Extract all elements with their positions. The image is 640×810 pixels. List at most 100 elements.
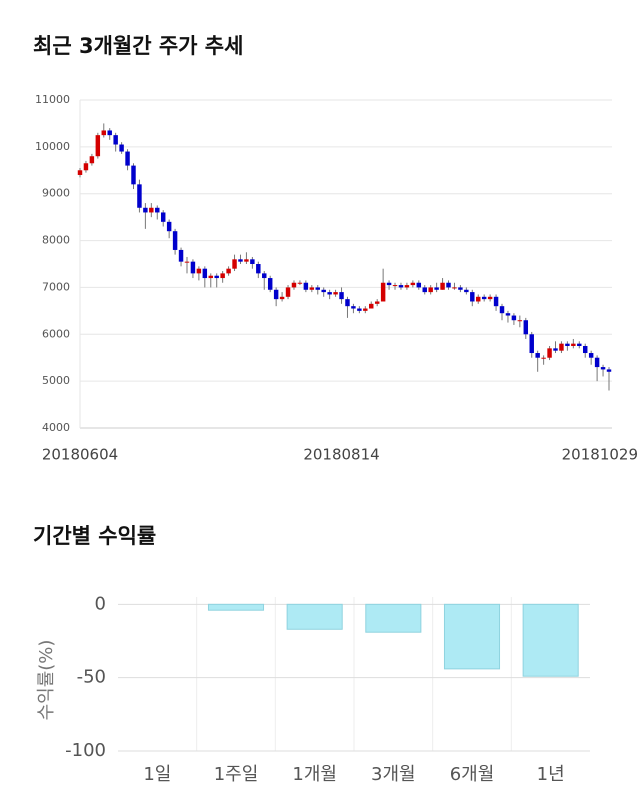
candle-body [565,343,570,346]
candle-body [273,289,279,300]
candle-body [499,306,505,314]
candle-body [464,289,469,293]
x-tick-label: 1일 [143,764,171,785]
candle-body [214,275,219,279]
candle-body [481,296,487,300]
candle-body [202,268,208,279]
y-tick-label: 9000 [42,187,70,200]
y-tick-label: 8000 [42,234,70,247]
candle-body [511,315,517,321]
candle-body [178,249,184,262]
candle-body [220,273,225,279]
candle-body [398,285,404,288]
candle-body [184,261,190,263]
candle-body [571,343,576,346]
candle-body [422,287,427,293]
candle-body [262,273,267,279]
candle-body [577,343,582,346]
candle-body [131,165,136,185]
candle-body [434,287,439,290]
candle-body [267,278,273,290]
candle-body [160,212,166,222]
candle-body [351,306,356,309]
y-tick-label: -50 [77,667,106,688]
x-tick-label: 1개월 [292,764,337,785]
candle-body [559,343,564,351]
candle-body [196,268,202,274]
bar [207,603,265,611]
x-tick-label: 20181029 [562,446,638,464]
candle-body [345,299,350,307]
x-tick-label: 3개월 [371,764,416,785]
candle-body [517,320,523,322]
candle-body [172,231,178,250]
candle-body [470,292,475,302]
candle-body [404,285,410,288]
candle-body [363,308,368,311]
candle-body [321,289,326,293]
y-axis-label: 수익률(%) [36,640,57,721]
candle-body [392,285,398,287]
candle-body [357,308,362,311]
chart-title: 최근 3개월간 주가 추세 [33,34,243,58]
candle-body [600,367,606,370]
candle-body [458,287,463,290]
candle-body [535,353,540,358]
candle-body [315,287,320,290]
y-tick-label: 4000 [42,421,70,434]
y-tick-label: 7000 [42,280,70,293]
candle-body [553,348,558,351]
candle-body [107,130,112,136]
candle-body [529,334,534,354]
candle-body [380,282,386,302]
candle-body [374,301,380,304]
candle-body [226,268,231,274]
candle-body [238,259,243,262]
x-tick-label: 1년 [537,764,565,785]
x-tick-label: 20180604 [42,446,118,464]
candle-body [101,130,107,136]
candle-body [83,163,89,171]
bar [522,603,579,677]
y-tick-label: 0 [95,593,106,614]
candle-body [303,282,309,290]
candle-body [291,282,297,288]
candle-body [440,282,445,290]
candle-body [505,313,511,316]
candle-body [416,282,422,288]
candle-body [244,259,249,262]
candle-body [208,275,213,279]
candle-body [285,287,291,297]
candle-body [125,151,130,166]
y-tick-label: 11000 [35,93,70,106]
candle-body [77,170,83,175]
bar [365,603,422,633]
x-tick-label: 20180814 [303,446,379,464]
x-tick-label: 1주일 [214,764,259,785]
candle-body [588,353,594,358]
candle-body [410,282,416,286]
bar [286,603,343,630]
y-tick-label: 6000 [42,327,70,340]
candle-body [446,282,451,288]
candle-body [137,184,142,208]
candle-body [232,259,237,269]
candle-body [547,348,552,358]
candle-body [95,135,101,157]
candle-body [452,287,457,289]
candle-body [523,320,529,335]
candle-body [297,282,303,284]
candle-body [309,287,315,290]
y-tick-label: 10000 [35,140,70,153]
candle-body [89,156,95,164]
candle-body [333,292,338,295]
candle-body [256,264,261,274]
candle-body [166,221,172,232]
candle-body [386,282,392,286]
chart-title: 기간별 수익률 [33,524,156,548]
candle-body [594,357,600,368]
y-tick-label: -100 [65,740,106,761]
candle-body [476,296,481,302]
candle-body [149,207,154,213]
candle-body [339,292,344,300]
